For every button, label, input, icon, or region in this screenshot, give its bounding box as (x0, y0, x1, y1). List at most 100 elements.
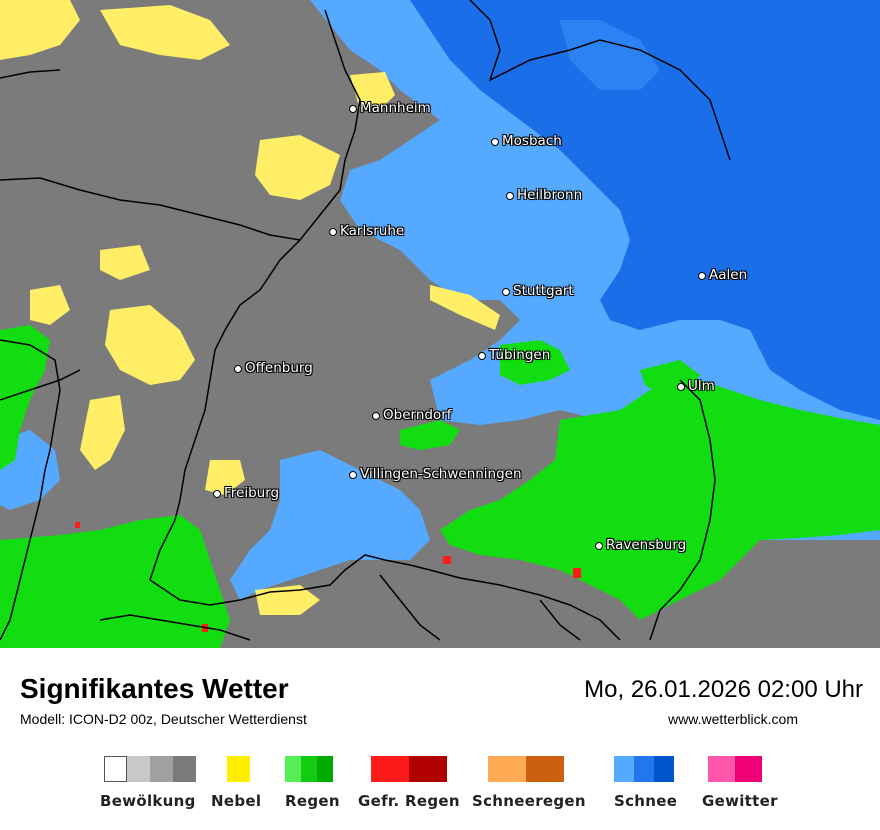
legend-swatch (654, 756, 674, 782)
legend-swatch (301, 756, 317, 782)
legend-group-regen: Regen (285, 756, 340, 816)
city-dot-icon (213, 490, 221, 498)
city-dot-icon (491, 138, 499, 146)
fog-west-c (30, 285, 70, 325)
legend-group-schnee: Schnee (614, 756, 678, 816)
fog-west-b (105, 305, 195, 385)
weather-map: Mannheim Mosbach Heilbronn Karlsruhe Aal… (0, 0, 880, 648)
city-label: Mosbach (502, 133, 562, 149)
forecast-datetime: Mo, 26.01.2026 02:00 Uhr (584, 676, 863, 703)
legend-label: Schnee (614, 792, 678, 810)
city-dot-icon (502, 288, 510, 296)
city-label: Mannheim (360, 100, 431, 116)
city-label: Offenburg (245, 360, 313, 376)
rain-tuebingen (500, 340, 570, 385)
city-marker: Oberndorf (372, 407, 452, 423)
city-marker: Mosbach (491, 133, 562, 149)
fog-freiburg (205, 460, 245, 495)
legend-swatches (227, 756, 250, 782)
map-layers (0, 0, 880, 648)
legend-swatch (708, 756, 735, 782)
legend-swatch (173, 756, 196, 782)
city-label: Villingen-Schwenningen (360, 466, 522, 482)
cloud-south (360, 560, 640, 648)
fog-west-d (80, 395, 125, 470)
snow-medium-patch (560, 20, 660, 90)
freezing-rain-d (75, 522, 80, 528)
legend-swatches (708, 756, 762, 782)
city-marker: Aalen (698, 267, 747, 283)
legend-group-gewitter: Gewitter (702, 756, 777, 816)
legend-swatch (371, 756, 409, 782)
legend-swatch (735, 756, 762, 782)
fog-northwest (0, 0, 80, 60)
city-dot-icon (478, 352, 486, 360)
city-marker: Ravensburg (595, 537, 686, 553)
city-marker: Offenburg (234, 360, 313, 376)
city-label: Karlsruhe (340, 223, 405, 239)
legend-swatch (150, 756, 173, 782)
city-marker: Villingen-Schwenningen (349, 466, 522, 482)
borders (0, 0, 731, 641)
legend-swatch (526, 756, 564, 782)
city-label: Ulm (688, 378, 715, 394)
legend-group-bewoelkung: Bewölkung (100, 756, 196, 816)
city-label: Stuttgart (513, 283, 574, 299)
legend-swatch (285, 756, 301, 782)
footer-panel: Signifikantes Wetter Modell: ICON-D2 00z… (0, 648, 880, 830)
city-dot-icon (329, 228, 337, 236)
city-marker: Stuttgart (502, 283, 574, 299)
legend-label: Gefr. Regen (358, 792, 460, 810)
city-label: Tübingen (489, 347, 551, 363)
fog-mannheim (350, 72, 395, 110)
rain-southwest (0, 515, 230, 648)
city-marker: Karlsruhe (329, 223, 404, 239)
city-label: Oberndorf (383, 407, 452, 423)
fog-south (255, 585, 320, 615)
legend-swatches (488, 756, 564, 782)
legend-label: Schneeregen (472, 792, 586, 810)
legend-swatches (104, 756, 196, 782)
snow-heavy-area (410, 0, 880, 420)
legend-group-nebel: Nebel (211, 756, 261, 816)
city-label: Freiburg (224, 485, 280, 501)
legend-swatches (614, 756, 674, 782)
rain-ulm (640, 360, 700, 395)
website-link[interactable]: www.wetterblick.com (668, 711, 798, 727)
legend-swatch (409, 756, 447, 782)
legend-swatches (371, 756, 447, 782)
cloud-southeast (740, 540, 880, 648)
city-dot-icon (677, 383, 685, 391)
freezing-rain-a (443, 556, 451, 564)
fog-north (100, 5, 230, 60)
fog-west-a (100, 245, 150, 280)
legend-label: Gewitter (702, 792, 778, 810)
legend-swatch (634, 756, 654, 782)
city-marker: Mannheim (349, 100, 431, 116)
legend-swatch (104, 756, 127, 782)
city-dot-icon (372, 412, 380, 420)
city-dot-icon (349, 105, 357, 113)
city-dot-icon (506, 192, 514, 200)
legend-swatches (285, 756, 333, 782)
rain-west (0, 325, 50, 470)
city-label: Ravensburg (606, 537, 687, 553)
legend-label: Nebel (211, 792, 262, 810)
city-marker: Heilbronn (506, 187, 582, 203)
city-dot-icon (698, 272, 706, 280)
city-dot-icon (595, 542, 603, 550)
snow-light-sw (230, 450, 430, 600)
legend-group-schneeregen: Schneeregen (472, 756, 586, 816)
legend-group-gefr-regen: Gefr. Regen (358, 756, 460, 816)
city-dot-icon (349, 471, 357, 479)
rain-oberndorf (400, 420, 460, 450)
legend-label: Regen (285, 792, 340, 810)
city-marker: Tübingen (478, 347, 550, 363)
fog-stuttgart (430, 285, 500, 330)
city-label: Aalen (709, 267, 748, 283)
freezing-rain-b (573, 568, 581, 578)
legend-label: Bewölkung (100, 792, 196, 810)
rain-southeast (440, 380, 880, 620)
legend-swatch (317, 756, 333, 782)
legend-swatch (227, 756, 250, 782)
